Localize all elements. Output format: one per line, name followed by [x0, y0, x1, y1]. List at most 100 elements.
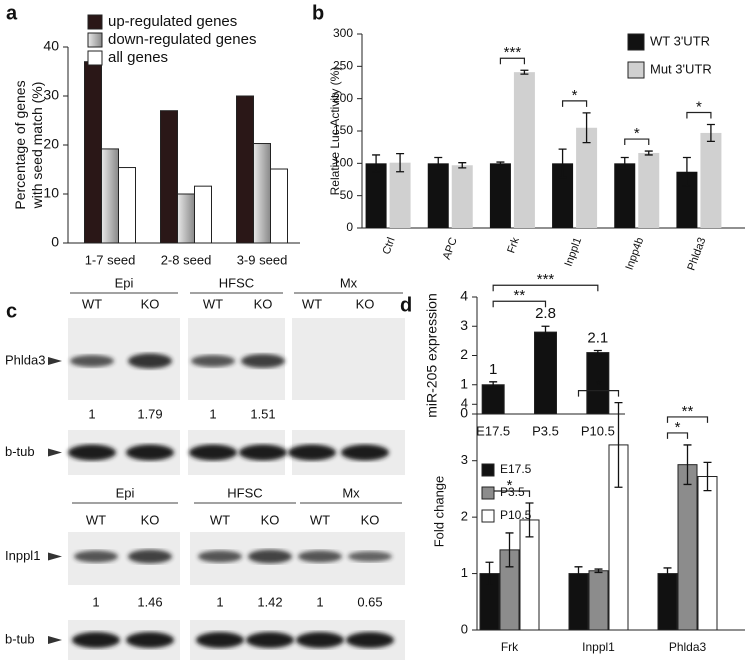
arrowhead [48, 357, 62, 365]
row-label: Phlda3 [5, 352, 45, 367]
group-label: HFSC [227, 485, 262, 500]
bar [552, 163, 574, 228]
panel-label: d [400, 294, 412, 316]
target-band [191, 355, 235, 367]
significance-label: * [696, 99, 702, 116]
x-tick-label: Inppl1 [563, 236, 585, 268]
target-band [241, 353, 285, 369]
target-band [128, 353, 172, 369]
lane-label: KO [141, 512, 160, 527]
y-tick-label: 50 [340, 188, 354, 202]
error-bar [496, 161, 505, 166]
significance-bracket [492, 284, 599, 292]
error-bar [525, 502, 534, 538]
error-bar [663, 567, 672, 580]
y-tick-label: 10 [43, 185, 59, 201]
x-tick-label: Inpp4b [624, 236, 647, 272]
y-axis-label: miR-205 expression [424, 293, 440, 418]
quantification: 1 [216, 594, 223, 609]
quantification: 0.65 [357, 594, 382, 609]
control-band [189, 444, 237, 461]
y-axis-label: Fold change [431, 476, 446, 548]
quantification: 1 [92, 594, 99, 609]
quantification: 1 [316, 594, 323, 609]
y-tick-label: 0 [346, 220, 353, 234]
y-tick-label: 250 [333, 59, 353, 73]
bar [576, 127, 598, 228]
error-bar [520, 69, 529, 75]
row-label: b-tub [5, 631, 35, 646]
bar [677, 464, 698, 631]
significance-label: * [507, 477, 513, 494]
lane-label: WT [210, 512, 230, 527]
error-bar [541, 325, 550, 339]
bar [588, 570, 609, 631]
lane-label: WT [86, 512, 106, 527]
x-tick-label: E17.5 [476, 423, 510, 438]
significance-label: ** [682, 403, 694, 420]
lane-label: WT [310, 512, 330, 527]
error-bar [434, 156, 443, 170]
significance-bracket [577, 389, 620, 397]
legend-label: up-regulated genes [108, 13, 237, 30]
bar [700, 132, 722, 228]
target-band [198, 550, 242, 563]
error-bar [644, 150, 653, 156]
value-label: 2.8 [535, 305, 556, 322]
control-band [341, 444, 389, 461]
error-bar [594, 568, 603, 574]
panel-label: c [6, 300, 17, 322]
error-bar [372, 154, 381, 173]
bar [638, 152, 660, 228]
legend-swatch [627, 33, 645, 51]
arrowhead [48, 636, 62, 644]
bar [489, 163, 511, 228]
x-tick-label: P3.5 [532, 423, 559, 438]
y-tick-label: 3 [461, 452, 468, 467]
error-bar [458, 162, 467, 169]
group-label: Epi [115, 275, 134, 290]
bar [481, 384, 505, 415]
target-band [74, 550, 118, 563]
legend-swatch [627, 61, 645, 79]
y-tick-label: 100 [333, 156, 353, 170]
y-axis-label: Percentage of genes [12, 80, 28, 209]
y-tick-label: 300 [333, 26, 353, 40]
bar [697, 476, 718, 631]
blot-membrane [292, 318, 405, 400]
value-label: 2.1 [587, 329, 608, 346]
error-bar [582, 112, 591, 144]
y-tick-label: 1 [461, 565, 468, 580]
bar [534, 331, 557, 415]
error-bar [558, 148, 567, 179]
legend-label: P3.5 [500, 485, 525, 499]
lane-label: KO [141, 296, 160, 311]
x-tick-label: P10.5 [581, 423, 615, 438]
significance-bracket [666, 416, 709, 423]
arrowhead [48, 552, 62, 561]
lane-label: KO [361, 512, 380, 527]
bar [513, 72, 535, 228]
target-band [348, 551, 392, 562]
group-label: Mx [342, 485, 360, 500]
x-tick-label: Ctrl [381, 236, 398, 256]
legend-label: down-regulated genes [108, 31, 256, 48]
legend-label: E17.5 [500, 462, 532, 476]
target-band [70, 355, 114, 367]
target-band [128, 549, 172, 564]
y-tick-label: 3 [460, 317, 468, 333]
bar [84, 61, 102, 244]
y-tick-label: 4 [460, 288, 468, 304]
control-band [196, 632, 244, 648]
significance-label: *** [537, 271, 555, 288]
target-band [248, 549, 292, 564]
panel-label: a [6, 2, 18, 24]
significance-label: *** [504, 44, 522, 61]
x-tick-label: APC [441, 236, 460, 261]
bar [389, 162, 411, 228]
error-bar [706, 123, 715, 142]
error-bar [396, 152, 405, 173]
y-tick-label: 4 [461, 396, 468, 411]
x-tick-label: 2-8 seed [161, 252, 212, 267]
significance-label: * [634, 125, 640, 142]
